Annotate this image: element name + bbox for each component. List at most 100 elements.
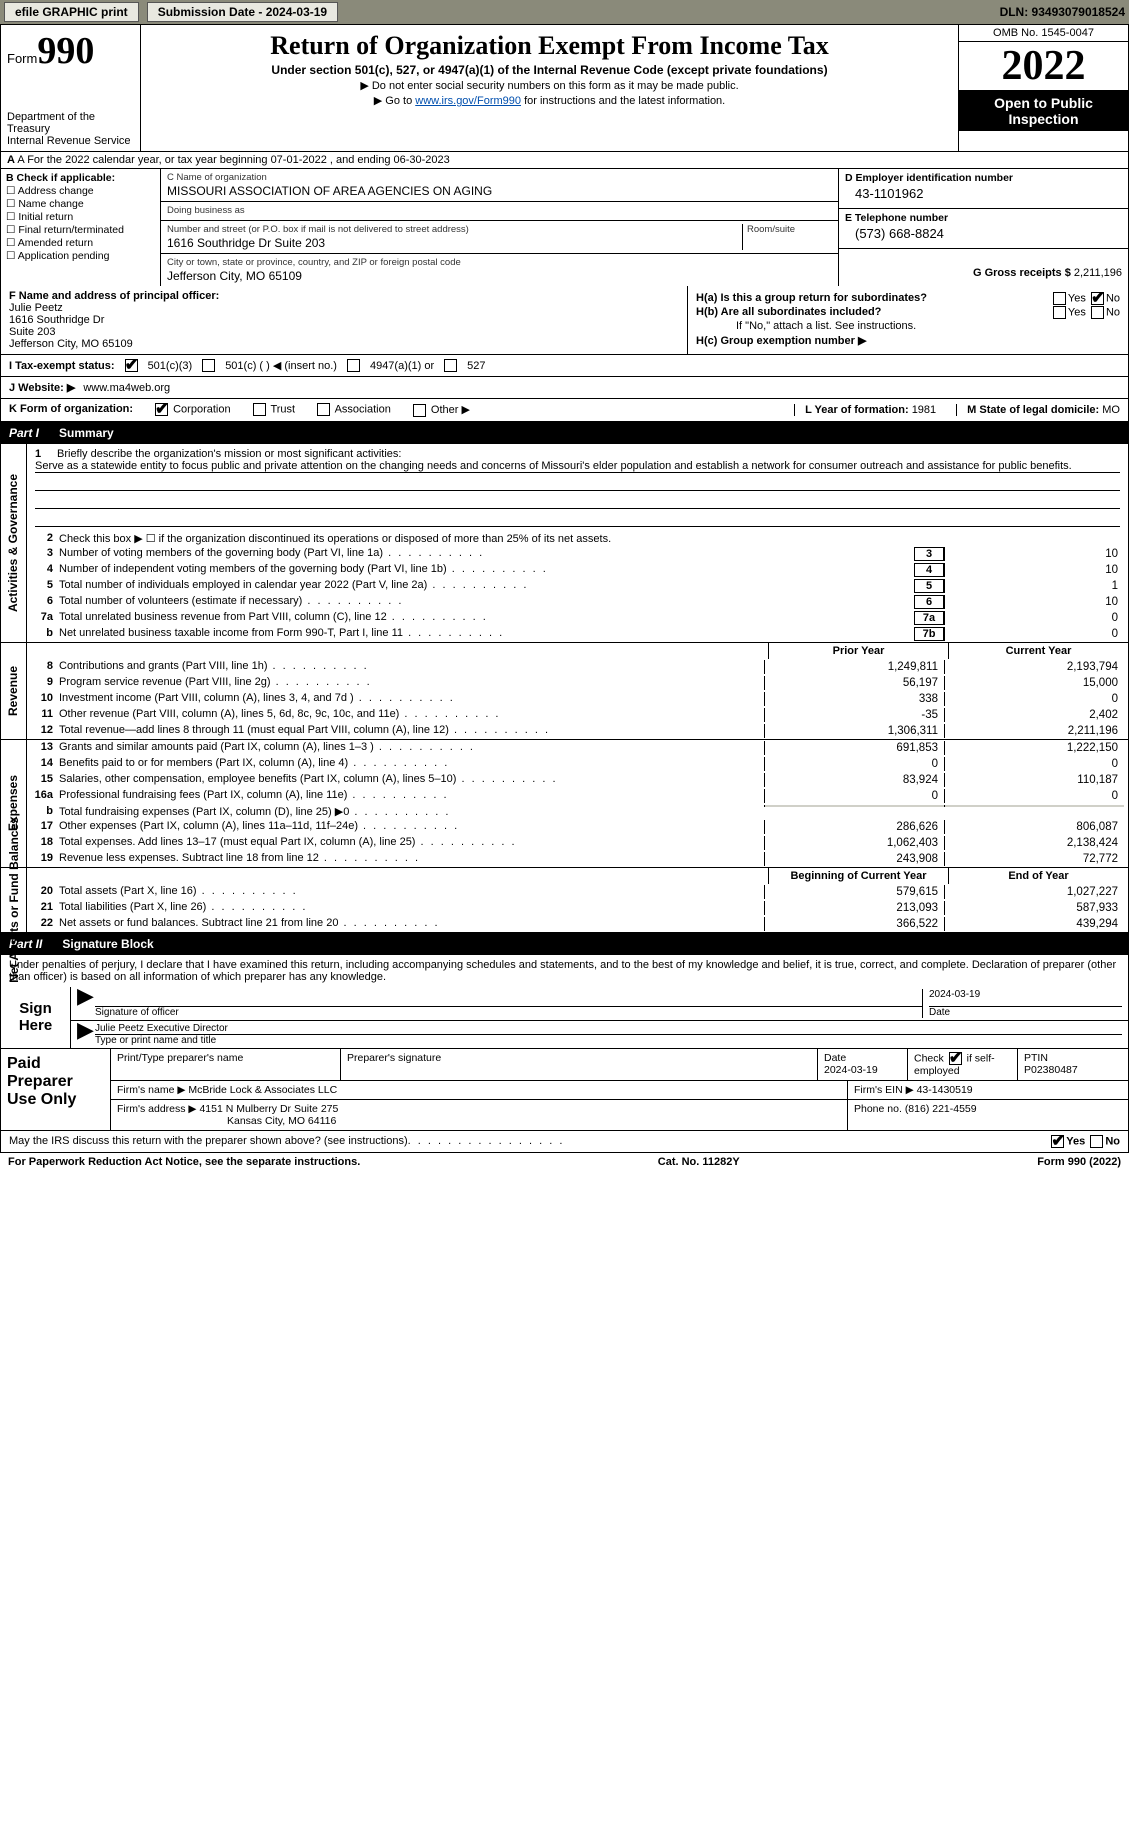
k-trust[interactable] — [253, 403, 266, 416]
hb-note: If "No," attach a list. See instructions… — [696, 320, 1120, 332]
topbar: efile GRAPHIC print Submission Date - 20… — [0, 0, 1129, 24]
chk-address[interactable]: ☐ Address change — [6, 185, 155, 197]
street-value: 1616 Southridge Dr Suite 203 — [167, 236, 742, 250]
pra-notice: For Paperwork Reduction Act Notice, see … — [8, 1156, 360, 1168]
ha-yes[interactable] — [1053, 292, 1066, 305]
form-header: Form990 Department of the Treasury Inter… — [0, 24, 1129, 152]
i-501c3[interactable] — [125, 359, 138, 372]
gov-line-6: 6 Total number of volunteers (estimate i… — [27, 594, 1128, 610]
ha-no[interactable] — [1091, 292, 1104, 305]
line-10: 10 Investment income (Part VIII, column … — [27, 691, 1128, 707]
irs-link[interactable]: www.irs.gov/Form990 — [415, 95, 521, 107]
mission-text: Serve as a statewide entity to focus pub… — [35, 460, 1120, 473]
ein-label: D Employer identification number — [845, 172, 1122, 184]
efile-button[interactable]: efile GRAPHIC print — [4, 2, 139, 22]
officer-addr1: 1616 Southridge Dr — [9, 314, 679, 326]
paid-preparer-label: Paid Preparer Use Only — [1, 1049, 111, 1130]
officer-print-name: Julie Peetz Executive Director — [95, 1023, 1122, 1035]
gov-line-3: 3 Number of voting members of the govern… — [27, 546, 1128, 562]
firm-addr2: Kansas City, MO 64116 — [117, 1115, 336, 1127]
prior-year-hdr: Prior Year — [768, 643, 948, 659]
officer-name: Julie Peetz — [9, 302, 679, 314]
boy-hdr: Beginning of Current Year — [768, 868, 948, 884]
sig-date-label: Date — [929, 1007, 1122, 1018]
open-to-public: Open to PublicInspection — [959, 91, 1128, 131]
cat-no: Cat. No. 11282Y — [658, 1156, 740, 1168]
self-employed-chk[interactable] — [949, 1052, 962, 1065]
line-13: 13 Grants and similar amounts paid (Part… — [27, 740, 1128, 756]
firm-addr1: 4151 N Mulberry Dr Suite 275 — [199, 1103, 338, 1115]
chk-name[interactable]: ☐ Name change — [6, 198, 155, 210]
line-20: 20 Total assets (Part X, line 16) 579,61… — [27, 884, 1128, 900]
summary-netassets: Net Assets or Fund Balances Beginning of… — [0, 868, 1129, 933]
b-title: B Check if applicable: — [6, 172, 155, 184]
form-of-org-row: K Form of organization: Corporation Trus… — [0, 399, 1129, 422]
gross-label: G Gross receipts $ — [973, 267, 1071, 279]
section-fh: F Name and address of principal officer:… — [0, 286, 1129, 355]
line-8: 8 Contributions and grants (Part VIII, l… — [27, 659, 1128, 675]
ein-value: 43-1101962 — [845, 184, 1122, 205]
hb-yes[interactable] — [1053, 306, 1066, 319]
hc-label: H(c) Group exemption number ▶ — [696, 335, 866, 347]
section-bcd: B Check if applicable: ☐ Address change … — [0, 169, 1129, 286]
chk-final[interactable]: ☐ Final return/terminated — [6, 224, 155, 236]
dept-irs: Internal Revenue Service — [7, 135, 134, 147]
officer-addr3: Jefferson City, MO 65109 — [9, 338, 679, 350]
i-4947[interactable] — [347, 359, 360, 372]
i-501c[interactable] — [202, 359, 215, 372]
discuss-no[interactable] — [1090, 1135, 1103, 1148]
line-12: 12 Total revenue—add lines 8 through 11 … — [27, 723, 1128, 739]
city-value: Jefferson City, MO 65109 — [167, 269, 832, 283]
gov-line-7a: 7a Total unrelated business revenue from… — [27, 610, 1128, 626]
part-ii-header: Part II Signature Block — [0, 933, 1129, 955]
eoy-hdr: End of Year — [948, 868, 1128, 884]
ssn-note: ▶ Do not enter social security numbers o… — [149, 79, 950, 92]
i-527[interactable] — [444, 359, 457, 372]
firm-ein: 43-1430519 — [917, 1084, 973, 1096]
principal-officer: F Name and address of principal officer:… — [1, 286, 688, 354]
org-name: MISSOURI ASSOCIATION OF AREA AGENCIES ON… — [167, 184, 832, 198]
vtab-governance: Activities & Governance — [7, 474, 21, 612]
gov-line-4: 4 Number of independent voting members o… — [27, 562, 1128, 578]
summary-expenses: Expenses 13 Grants and similar amounts p… — [0, 740, 1129, 868]
line-19: 19 Revenue less expenses. Subtract line … — [27, 851, 1128, 867]
state-domicile: MO — [1102, 404, 1120, 416]
tax-exempt-status: I Tax-exempt status: 501(c)(3) 501(c) ( … — [0, 355, 1129, 377]
paid-preparer-block: Paid Preparer Use Only Print/Type prepar… — [0, 1049, 1129, 1131]
year-formation: 1981 — [912, 404, 936, 416]
gov-line-2: 2 Check this box ▶ ☐ if the organization… — [27, 531, 1128, 546]
line-22: 22 Net assets or fund balances. Subtract… — [27, 916, 1128, 932]
line-16a: 16a Professional fundraising fees (Part … — [27, 788, 1128, 804]
officer-addr2: Suite 203 — [9, 326, 679, 338]
sig-date: 2024-03-19 — [929, 989, 1122, 1007]
dept-treasury: Department of the Treasury — [7, 111, 134, 135]
discuss-yes[interactable] — [1051, 1135, 1064, 1148]
city-label: City or town, state or province, country… — [167, 257, 832, 268]
dba-label: Doing business as — [167, 205, 832, 216]
dln-label: DLN: 93493079018524 — [1000, 5, 1125, 19]
form-ref: Form 990 (2022) — [1037, 1156, 1121, 1168]
omb-number: OMB No. 1545-0047 — [959, 25, 1128, 42]
part-i-header: Part I Summary — [0, 422, 1129, 444]
sign-here-label: Sign Here — [1, 987, 71, 1048]
chk-initial[interactable]: ☐ Initial return — [6, 211, 155, 223]
hb-no[interactable] — [1091, 306, 1104, 319]
prep-sig-hdr: Preparer's signature — [341, 1049, 818, 1080]
print-name-label: Type or print name and title — [95, 1035, 1122, 1046]
group-return: H(a) Is this a group return for subordin… — [688, 286, 1128, 354]
summary-revenue: Revenue Prior Year Current Year 8 Contri… — [0, 643, 1129, 740]
col-c-org-info: C Name of organization MISSOURI ASSOCIAT… — [161, 169, 838, 286]
chk-pending[interactable]: ☐ Application pending — [6, 250, 155, 262]
irs-discuss-row: May the IRS discuss this return with the… — [0, 1131, 1129, 1153]
k-other[interactable] — [413, 404, 426, 417]
tel-value: (573) 668-8824 — [845, 224, 1122, 245]
col-b-checkboxes: B Check if applicable: ☐ Address change … — [1, 169, 161, 286]
k-assoc[interactable] — [317, 403, 330, 416]
chk-amended[interactable]: ☐ Amended return — [6, 237, 155, 249]
firm-name: McBride Lock & Associates LLC — [188, 1084, 337, 1096]
k-corp[interactable] — [155, 403, 168, 416]
prep-name-hdr: Print/Type preparer's name — [111, 1049, 341, 1080]
line-18: 18 Total expenses. Add lines 13–17 (must… — [27, 835, 1128, 851]
submission-date-button[interactable]: Submission Date - 2024-03-19 — [147, 2, 338, 22]
line-14: 14 Benefits paid to or for members (Part… — [27, 756, 1128, 772]
